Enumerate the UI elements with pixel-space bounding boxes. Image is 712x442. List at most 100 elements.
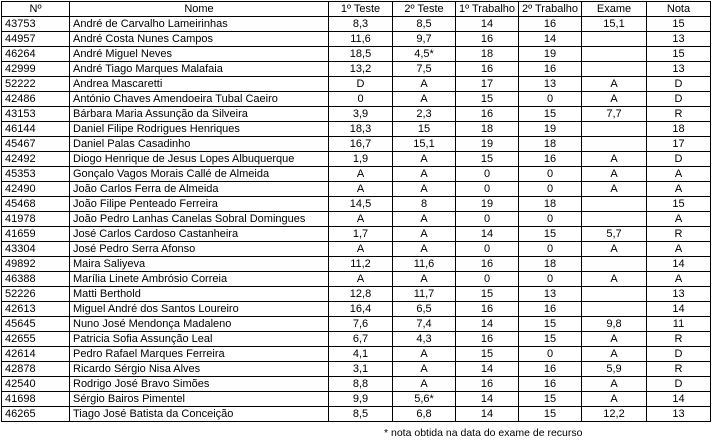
cell-final-grade[interactable]: 15 [646, 16, 711, 32]
cell-final-grade[interactable]: D [646, 346, 711, 362]
cell-test-2[interactable]: 15 [392, 121, 456, 137]
cell-assignment-2[interactable]: 15 [518, 391, 582, 407]
cell-test-2[interactable]: 8,5 [392, 16, 456, 32]
cell-exam[interactable]: A [581, 166, 647, 182]
cell-assignment-2[interactable]: 18 [518, 136, 582, 152]
cell-name[interactable]: Ricardo Sérgio Nisa Alves [69, 361, 329, 377]
cell-assignment-2[interactable]: 15 [518, 331, 582, 347]
cell-assignment-1[interactable]: 0 [455, 211, 519, 227]
cell-number[interactable]: 41659 [1, 226, 70, 242]
cell-name[interactable]: Maira Saliyeva [69, 256, 329, 272]
cell-test-1[interactable]: A [328, 271, 393, 287]
cell-test-2[interactable]: A [392, 361, 456, 377]
cell-test-1[interactable]: 16,7 [328, 136, 393, 152]
cell-final-grade[interactable]: 17 [646, 136, 711, 152]
cell-name[interactable]: André Miguel Neves [69, 46, 329, 62]
cell-name[interactable]: João Carlos Ferra de Almeida [69, 181, 329, 197]
cell-number[interactable]: 43753 [1, 16, 70, 32]
cell-assignment-1[interactable]: 14 [455, 361, 519, 377]
cell-assignment-2[interactable]: 16 [518, 301, 582, 317]
cell-test-1[interactable]: 9,9 [328, 391, 393, 407]
cell-test-1[interactable]: 12,8 [328, 286, 393, 302]
cell-final-grade[interactable]: 13 [646, 61, 711, 77]
header-name[interactable]: Nome [69, 1, 329, 17]
cell-test-2[interactable]: 8 [392, 196, 456, 212]
cell-exam[interactable] [581, 31, 647, 47]
cell-assignment-1[interactable]: 15 [455, 91, 519, 107]
cell-test-2[interactable]: 9,7 [392, 31, 456, 47]
cell-final-grade[interactable]: R [646, 331, 711, 347]
cell-name[interactable]: Daniel Filipe Rodrigues Henriques [69, 121, 329, 137]
cell-assignment-1[interactable]: 14 [455, 226, 519, 242]
cell-name[interactable]: Miguel André dos Santos Loureiro [69, 301, 329, 317]
cell-final-grade[interactable]: 13 [646, 286, 711, 302]
cell-test-2[interactable]: A [392, 76, 456, 92]
cell-assignment-2[interactable]: 16 [518, 376, 582, 392]
cell-name[interactable]: Tiago José Batista da Conceição [69, 406, 329, 422]
cell-name[interactable]: João Pedro Lanhas Canelas Sobral Domingu… [69, 211, 329, 227]
cell-test-1[interactable]: 6,7 [328, 331, 393, 347]
cell-assignment-1[interactable]: 14 [455, 16, 519, 32]
cell-assignment-2[interactable]: 19 [518, 46, 582, 62]
cell-name[interactable]: Andrea Mascaretti [69, 76, 329, 92]
cell-assignment-2[interactable]: 19 [518, 121, 582, 137]
cell-final-grade[interactable]: A [646, 271, 711, 287]
cell-test-1[interactable]: A [328, 211, 393, 227]
header-number[interactable]: Nº [1, 1, 70, 17]
cell-assignment-1[interactable]: 16 [455, 301, 519, 317]
cell-assignment-1[interactable]: 14 [455, 406, 519, 422]
cell-final-grade[interactable]: 13 [646, 406, 711, 422]
cell-number[interactable]: 41978 [1, 211, 70, 227]
cell-assignment-2[interactable]: 18 [518, 196, 582, 212]
cell-assignment-2[interactable]: 0 [518, 211, 582, 227]
cell-exam[interactable] [581, 61, 647, 77]
cell-exam[interactable]: A [581, 346, 647, 362]
cell-number[interactable]: 41698 [1, 391, 70, 407]
cell-exam[interactable]: 7,7 [581, 106, 647, 122]
cell-number[interactable]: 45467 [1, 136, 70, 152]
cell-assignment-1[interactable]: 16 [455, 376, 519, 392]
cell-test-1[interactable]: 13,2 [328, 61, 393, 77]
cell-number[interactable]: 45468 [1, 196, 70, 212]
cell-final-grade[interactable]: A [646, 166, 711, 182]
cell-test-1[interactable]: 4,1 [328, 346, 393, 362]
cell-test-1[interactable]: 1,9 [328, 151, 393, 167]
cell-exam[interactable] [581, 301, 647, 317]
cell-test-1[interactable]: D [328, 76, 393, 92]
cell-assignment-1[interactable]: 18 [455, 46, 519, 62]
cell-assignment-2[interactable]: 13 [518, 76, 582, 92]
cell-test-2[interactable]: A [392, 376, 456, 392]
cell-assignment-2[interactable]: 0 [518, 181, 582, 197]
cell-number[interactable]: 42486 [1, 91, 70, 107]
cell-assignment-2[interactable]: 16 [518, 151, 582, 167]
cell-final-grade[interactable]: 15 [646, 46, 711, 62]
cell-exam[interactable]: A [581, 376, 647, 392]
cell-test-2[interactable]: A [392, 166, 456, 182]
cell-assignment-1[interactable]: 16 [455, 331, 519, 347]
cell-final-grade[interactable]: R [646, 226, 711, 242]
cell-number[interactable]: 52226 [1, 286, 70, 302]
cell-name[interactable]: António Chaves Amendoeira Tubal Caeiro [69, 91, 329, 107]
cell-number[interactable]: 42613 [1, 301, 70, 317]
cell-name[interactable]: Matti Berthold [69, 286, 329, 302]
cell-exam[interactable] [581, 121, 647, 137]
cell-assignment-1[interactable]: 18 [455, 121, 519, 137]
cell-assignment-2[interactable]: 16 [518, 61, 582, 77]
cell-assignment-1[interactable]: 16 [455, 106, 519, 122]
cell-exam[interactable]: A [581, 241, 647, 257]
cell-test-2[interactable]: A [392, 271, 456, 287]
cell-number[interactable]: 45353 [1, 166, 70, 182]
cell-exam[interactable] [581, 211, 647, 227]
cell-assignment-2[interactable]: 0 [518, 91, 582, 107]
cell-assignment-2[interactable]: 15 [518, 226, 582, 242]
cell-assignment-2[interactable]: 13 [518, 286, 582, 302]
cell-test-1[interactable]: A [328, 241, 393, 257]
cell-assignment-2[interactable]: 0 [518, 241, 582, 257]
cell-exam[interactable] [581, 286, 647, 302]
cell-test-1[interactable]: 7,6 [328, 316, 393, 332]
cell-test-1[interactable]: A [328, 166, 393, 182]
cell-number[interactable]: 42878 [1, 361, 70, 377]
cell-name[interactable]: André Tiago Marques Malafaia [69, 61, 329, 77]
cell-exam[interactable] [581, 256, 647, 272]
cell-name[interactable]: José Pedro Serra Afonso [69, 241, 329, 257]
